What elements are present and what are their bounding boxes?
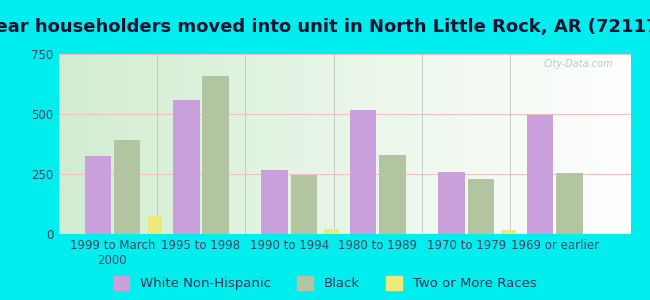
Text: City-Data.com: City-Data.com	[543, 59, 614, 69]
Bar	[173, 100, 200, 234]
Bar	[379, 155, 406, 234]
Legend: White Non-Hispanic, Black, Two or More Races: White Non-Hispanic, Black, Two or More R…	[114, 276, 536, 290]
Bar	[467, 179, 494, 234]
Bar	[261, 170, 288, 234]
Bar	[527, 115, 553, 234]
Bar	[324, 229, 339, 234]
Bar	[84, 156, 111, 234]
Bar	[350, 110, 376, 234]
Bar	[291, 175, 317, 234]
Bar	[556, 173, 582, 234]
Bar	[114, 140, 140, 234]
Bar	[202, 76, 229, 234]
Bar	[148, 216, 162, 234]
Bar	[438, 172, 465, 234]
Bar	[501, 230, 516, 234]
Text: Year householders moved into unit in North Little Rock, AR (72117): Year householders moved into unit in Nor…	[0, 18, 650, 36]
